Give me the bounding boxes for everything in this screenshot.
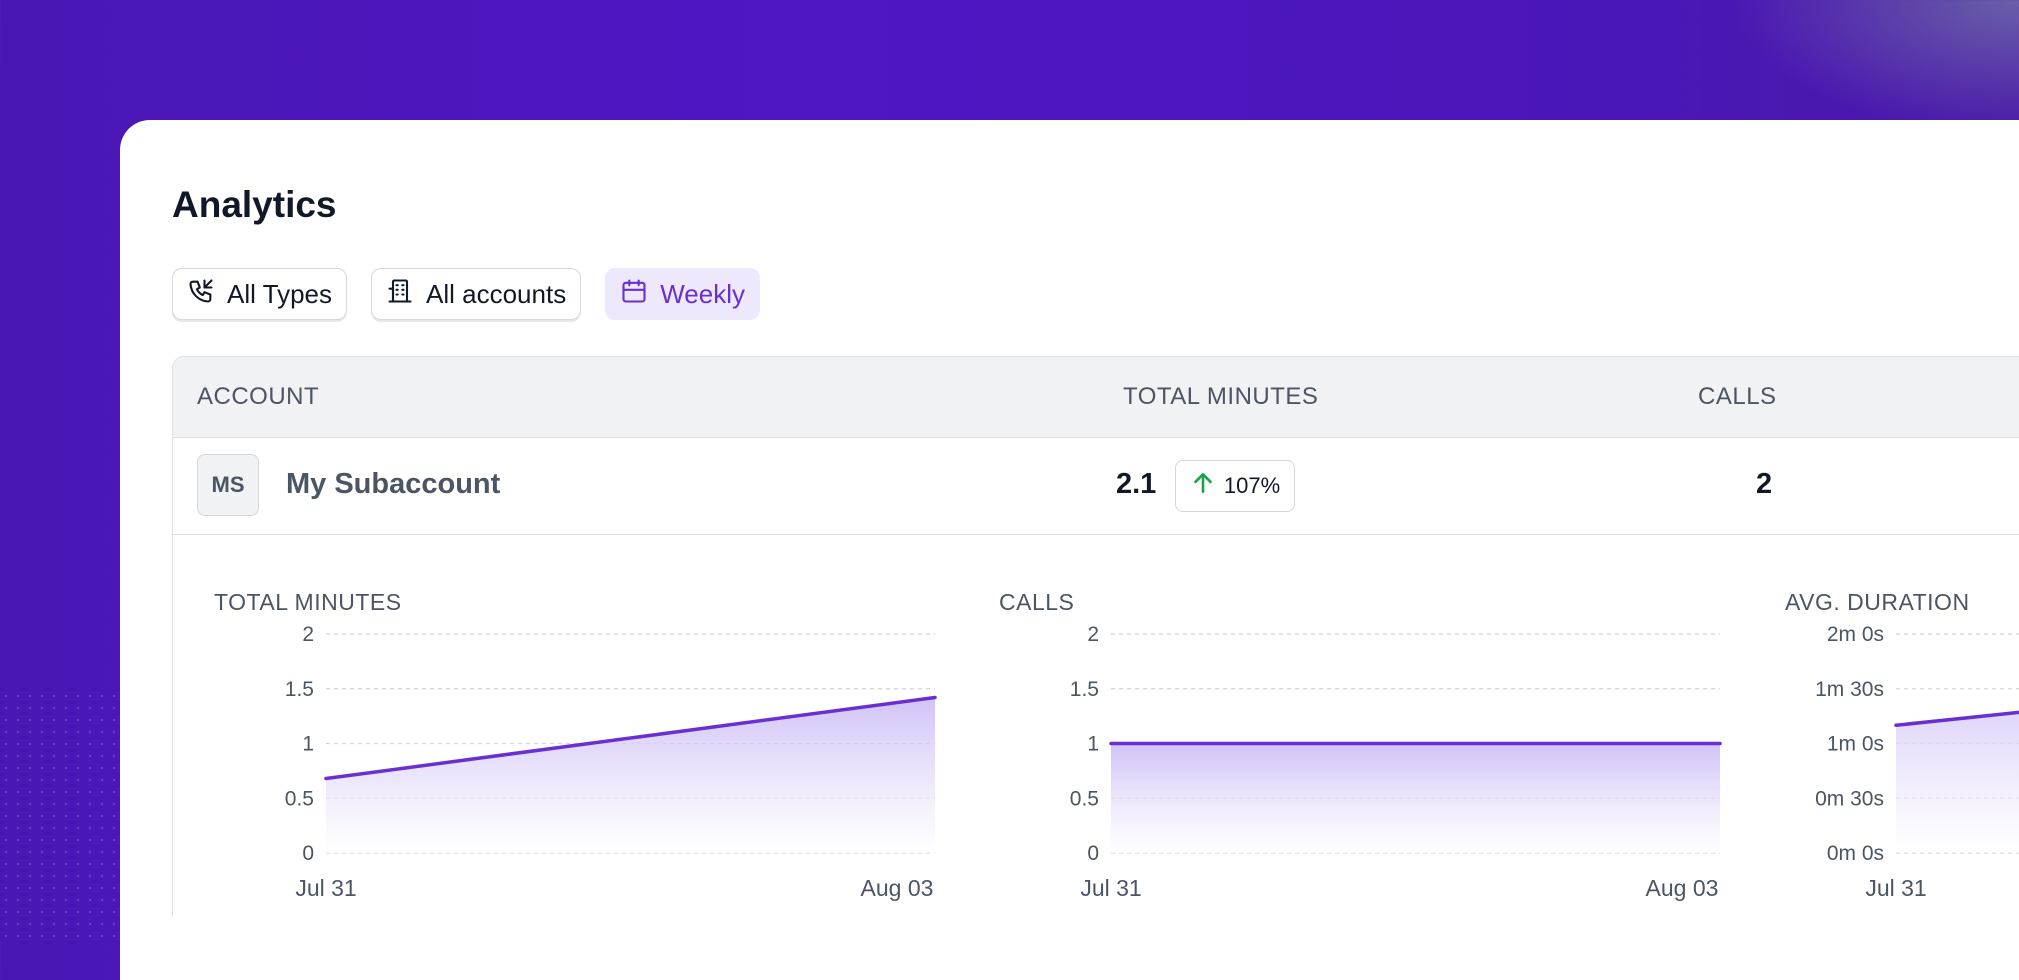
y-tick-label: 2m 0s (1827, 623, 1884, 646)
accounts-table: ACCOUNT TOTAL MINUTES CALLS MS My Subacc… (172, 356, 2019, 917)
y-tick-label: 1m 0s (1827, 733, 1884, 756)
x-tick-label: Jul 31 (1865, 875, 1926, 901)
series-line (1896, 661, 2019, 725)
filter-bar: All Types All accounts Weekly (172, 268, 760, 320)
y-tick-label: 0 (302, 842, 314, 865)
y-tick-label: 2 (1087, 623, 1099, 646)
x-tick-label: Jul 31 (1080, 875, 1141, 901)
column-header-total-minutes[interactable]: TOTAL MINUTES (1123, 383, 1318, 411)
x-tick-label: Aug 03 (1646, 875, 1719, 901)
account-name: My Subaccount (286, 468, 500, 501)
y-tick-label: 1.5 (285, 678, 314, 701)
y-tick-label: 0m 30s (1815, 787, 1884, 810)
y-tick-label: 0.5 (1070, 787, 1099, 810)
y-tick-label: 0m 0s (1827, 842, 1884, 865)
y-tick-label: 1.5 (1070, 678, 1099, 701)
column-header-account[interactable]: ACCOUNT (197, 383, 319, 411)
y-tick-label: 1 (302, 733, 314, 756)
series-area (1111, 744, 1720, 854)
calendar-icon (620, 277, 648, 312)
column-header-calls[interactable]: CALLS (1698, 383, 1777, 411)
phone-incoming-icon (187, 277, 215, 312)
chart-title-calls: CALLS (999, 589, 1074, 616)
calls-value: 2 (1756, 468, 1772, 501)
y-tick-label: 1 (1087, 733, 1099, 756)
filter-period-label: Weekly (660, 279, 745, 310)
y-tick-label: 2 (302, 623, 314, 646)
arrow-up-icon (1190, 470, 1216, 502)
y-tick-label: 0 (1087, 842, 1099, 865)
series-area (326, 698, 935, 853)
page-title: Analytics (172, 184, 337, 226)
building-icon (386, 277, 414, 312)
table-header: ACCOUNT TOTAL MINUTES CALLS (173, 357, 2019, 438)
y-tick-label: 1m 30s (1815, 678, 1884, 701)
chart-title-total-minutes: TOTAL MINUTES (214, 589, 402, 616)
background-dot-pattern (0, 690, 120, 942)
filter-call-types[interactable]: All Types (172, 268, 347, 320)
x-tick-label: Jul 31 (295, 875, 356, 901)
series-area (1896, 661, 2019, 853)
avg-duration-chart: 0m 0s 0m 30s 1m 0s 1m 30s 2m 0s Jul 31 (1743, 617, 2019, 917)
filter-period[interactable]: Weekly (605, 268, 760, 320)
x-tick-label: Aug 03 (861, 875, 934, 901)
change-badge: 107% (1175, 460, 1295, 512)
change-value: 107% (1224, 473, 1280, 499)
filter-accounts-label: All accounts (426, 279, 566, 310)
y-tick-label: 0.5 (285, 787, 314, 810)
filter-accounts[interactable]: All accounts (371, 268, 581, 320)
table-row[interactable]: MS My Subaccount 2.1 107% 2 (173, 438, 2019, 535)
filter-call-types-label: All Types (227, 279, 332, 310)
analytics-card: Analytics All Types All accounts (120, 120, 2019, 980)
avatar: MS (197, 454, 259, 516)
chart-title-avg-duration: AVG. DURATION (1785, 589, 1970, 616)
total-minutes-value: 2.1 (1116, 468, 1156, 501)
